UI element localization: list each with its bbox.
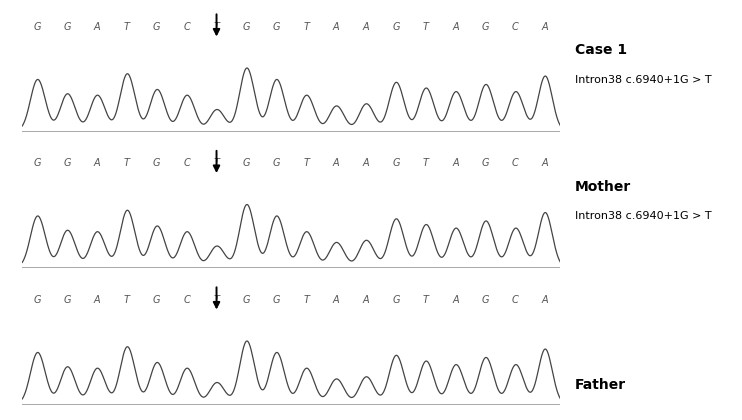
Text: G: G	[272, 22, 280, 32]
Text: A: A	[93, 295, 100, 305]
Text: T: T	[214, 158, 220, 168]
Text: T: T	[214, 22, 220, 32]
Text: A: A	[453, 158, 459, 168]
Text: T: T	[124, 158, 130, 168]
Text: G: G	[272, 295, 280, 305]
Text: A: A	[93, 158, 100, 168]
Text: C: C	[512, 158, 519, 168]
Text: G: G	[63, 22, 70, 32]
Text: G: G	[153, 295, 160, 305]
Text: G: G	[482, 22, 489, 32]
Text: G: G	[392, 158, 400, 168]
Text: A: A	[363, 22, 370, 32]
Text: C: C	[183, 22, 190, 32]
Text: T: T	[423, 295, 429, 305]
Text: C: C	[183, 295, 190, 305]
Text: G: G	[63, 158, 70, 168]
Text: C: C	[512, 295, 519, 305]
Text: G: G	[153, 158, 160, 168]
Text: A: A	[363, 158, 370, 168]
Text: A: A	[453, 22, 459, 32]
Text: T: T	[303, 295, 309, 305]
Text: C: C	[512, 22, 519, 32]
Text: C: C	[183, 158, 190, 168]
Text: G: G	[243, 158, 250, 168]
Text: A: A	[542, 295, 548, 305]
Text: A: A	[542, 22, 548, 32]
Text: G: G	[33, 22, 41, 32]
Text: G: G	[482, 295, 489, 305]
Text: A: A	[93, 22, 100, 32]
Text: G: G	[392, 22, 400, 32]
Text: A: A	[542, 158, 548, 168]
Text: G: G	[63, 295, 70, 305]
Text: G: G	[392, 295, 400, 305]
Text: A: A	[332, 22, 339, 32]
Text: T: T	[124, 22, 130, 32]
Text: Case 1: Case 1	[575, 43, 627, 58]
Text: T: T	[423, 22, 429, 32]
Text: G: G	[33, 295, 41, 305]
Text: T: T	[303, 158, 309, 168]
Text: T: T	[423, 158, 429, 168]
Text: Intron38 c.6940+1G > T: Intron38 c.6940+1G > T	[575, 211, 712, 221]
Text: G: G	[272, 158, 280, 168]
Text: T: T	[214, 295, 220, 305]
Text: A: A	[332, 295, 339, 305]
Text: A: A	[332, 158, 339, 168]
Text: G: G	[482, 158, 489, 168]
Text: G: G	[243, 295, 250, 305]
Text: Father: Father	[575, 378, 626, 392]
Text: A: A	[363, 295, 370, 305]
Text: G: G	[243, 22, 250, 32]
Text: Mother: Mother	[575, 180, 631, 194]
Text: G: G	[33, 158, 41, 168]
Text: Intron38 c.6940+1G > T: Intron38 c.6940+1G > T	[575, 75, 712, 85]
Text: T: T	[303, 22, 309, 32]
Text: T: T	[124, 295, 130, 305]
Text: A: A	[453, 295, 459, 305]
Text: G: G	[153, 22, 160, 32]
